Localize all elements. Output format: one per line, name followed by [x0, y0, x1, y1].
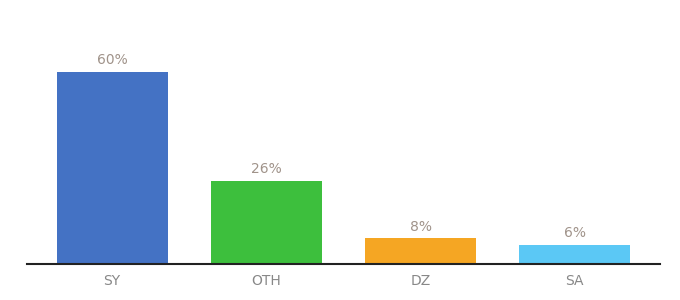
Text: 26%: 26%: [251, 162, 282, 176]
Text: 6%: 6%: [564, 226, 585, 240]
Bar: [211, 181, 322, 264]
Bar: [56, 72, 167, 264]
Text: 8%: 8%: [409, 220, 432, 234]
Bar: [365, 238, 476, 264]
Text: 60%: 60%: [97, 53, 127, 67]
Bar: [520, 245, 630, 264]
